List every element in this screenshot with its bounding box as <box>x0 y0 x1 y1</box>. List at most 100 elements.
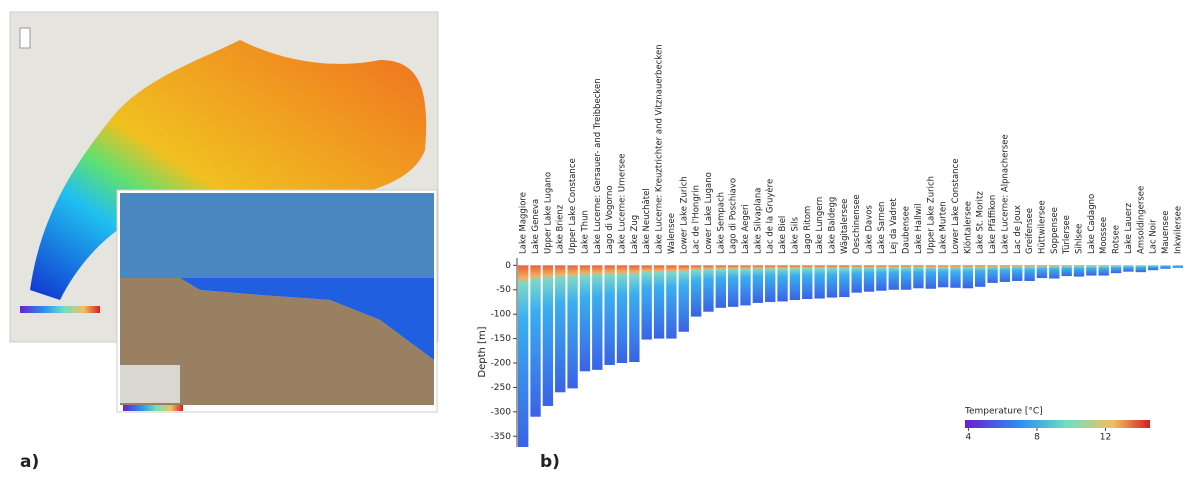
y-tick-label: -300 <box>491 407 512 417</box>
bar <box>975 265 985 286</box>
colorbar-tick-label: 12 <box>1100 433 1111 443</box>
bar <box>963 265 973 288</box>
map-panel <box>10 12 438 412</box>
y-tick-label: 0 <box>505 261 511 271</box>
bar <box>1074 265 1084 276</box>
section-water <box>120 193 434 278</box>
x-tick-label: Lake Neuchâtel <box>642 188 652 254</box>
y-axis-label: Depth [m] <box>477 326 488 377</box>
zoom-control[interactable] <box>20 28 30 48</box>
bar <box>654 265 664 338</box>
x-tick-label: Rotsee <box>1112 225 1122 254</box>
colorbar-tick-label: 4 <box>966 433 972 443</box>
bar <box>913 265 923 288</box>
bar <box>1061 265 1071 276</box>
bar <box>777 265 787 301</box>
x-tick-label: Lake Hallwil <box>914 204 924 255</box>
x-tick-label: Lake Biel <box>778 216 788 254</box>
bar <box>950 265 960 287</box>
bar <box>851 265 861 292</box>
x-tick-label: Türlersee <box>1062 215 1072 255</box>
y-tick-label: -250 <box>491 383 512 393</box>
x-tick-label: Inkwilersee <box>1173 206 1183 254</box>
x-tick-label: Lake Zug <box>630 215 640 254</box>
x-tick-label: Greifensee <box>1025 208 1035 254</box>
y-tick-label: -150 <box>491 334 512 344</box>
x-tick-label: Sihlsee <box>1075 224 1085 254</box>
x-tick-label: Lake Sils <box>790 216 800 254</box>
bar <box>666 265 676 338</box>
bar <box>938 265 948 287</box>
panel-label: b) <box>540 452 560 472</box>
x-tick-label: Lower Lake Lugano <box>704 172 714 254</box>
bar <box>580 265 590 371</box>
x-tick-label: Lower Lake Constance <box>951 159 961 254</box>
bar <box>1037 265 1047 278</box>
figure: a) b) Depth [m] 0 -50 -100 -150 -200 -250 -300… <box>0 0 1184 479</box>
x-tick-label: Lake Lucerne: Alpnachersee <box>1000 134 1010 254</box>
bar <box>1012 265 1022 281</box>
x-tick-label: Klöntalersee <box>963 201 973 254</box>
bar <box>1000 265 1010 282</box>
y-tick-label: -100 <box>491 310 512 320</box>
panel-label: a) <box>20 452 39 472</box>
y-tick-label: -200 <box>491 359 512 369</box>
x-tick-label: Lake Lucerne: Gersauer- and Treibbecken <box>593 78 603 254</box>
map-colorbar <box>20 306 100 313</box>
bar <box>987 265 997 283</box>
bar <box>629 265 639 362</box>
section-colorbar <box>123 405 183 411</box>
bar <box>530 265 540 416</box>
bar <box>1148 265 1158 270</box>
bar <box>827 265 837 297</box>
x-tick-label: Oeschinensee <box>852 194 862 254</box>
bar <box>1024 265 1034 281</box>
bar <box>604 265 614 365</box>
bar <box>1049 265 1059 278</box>
x-tick-label: Lake Lungern <box>815 197 825 254</box>
bar <box>901 265 911 289</box>
x-tick-label: Lake Pfäffikon <box>988 195 998 254</box>
bar <box>1123 265 1133 271</box>
x-tick-label: Lac de la Gruyère <box>765 179 776 254</box>
x-tick-label: Lej da Vadret <box>889 198 899 254</box>
y-tick-label: -50 <box>496 285 511 295</box>
x-tick-label: Lago Ritom <box>803 206 813 254</box>
x-tick-label: Lac Noir <box>1149 219 1159 254</box>
x-tick-label: Upper Lake Lugano <box>543 172 553 254</box>
bar <box>839 265 849 297</box>
bar <box>679 265 689 331</box>
x-tick-label: Walensee <box>667 213 677 254</box>
bar <box>1136 265 1146 272</box>
bar <box>703 265 713 311</box>
x-tick-label: Lake Geneva <box>531 199 541 254</box>
bar <box>642 265 652 339</box>
x-tick-label: Lake Maggiore <box>519 192 529 254</box>
bar <box>518 265 528 447</box>
x-tick-label: Daubensee <box>902 206 912 254</box>
colorbar-label: Temperature [°C] <box>964 407 1043 417</box>
x-tick-label: Lago di Vogorno <box>605 185 615 254</box>
x-tick-label: Mauensee <box>1161 211 1171 254</box>
bar <box>1086 265 1096 275</box>
x-tick-label: Amsoldingersee <box>1136 186 1146 254</box>
x-tick-label: Lake Cadagno <box>1087 194 1097 254</box>
bar <box>1173 265 1183 267</box>
bar <box>1111 265 1121 273</box>
bar <box>728 265 738 307</box>
x-tick-label: Wägitalersee <box>840 199 850 254</box>
x-tick-label: Hüttwilersee <box>1037 200 1047 254</box>
bar <box>567 265 577 388</box>
bar <box>617 265 627 363</box>
bar <box>926 265 936 288</box>
x-tick-label: Lake Baldegg <box>827 197 837 254</box>
bar <box>790 265 800 300</box>
x-tick-label: Soppensee <box>1050 207 1060 254</box>
x-tick-label: Lac de Joux <box>1013 205 1023 254</box>
bar <box>889 265 899 289</box>
bar <box>691 265 701 316</box>
x-tick-label: Lake Lauerz <box>1124 202 1134 254</box>
x-tick-label: Lake Brienz <box>556 204 566 254</box>
bar <box>753 265 763 303</box>
bar <box>765 265 775 302</box>
